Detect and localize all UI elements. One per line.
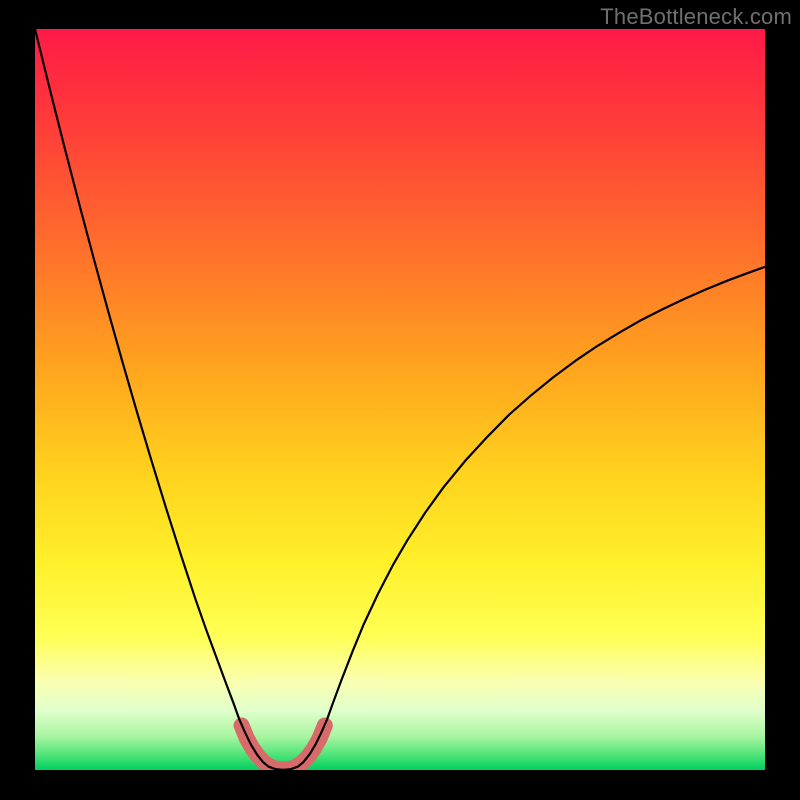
- plot-outer-frame: [35, 29, 765, 770]
- chart-stage: TheBottleneck.com: [0, 0, 800, 800]
- bottleneck-chart: [35, 29, 765, 770]
- watermark-text: TheBottleneck.com: [600, 4, 792, 30]
- plot-area: [35, 29, 765, 770]
- chart-background: [35, 29, 765, 770]
